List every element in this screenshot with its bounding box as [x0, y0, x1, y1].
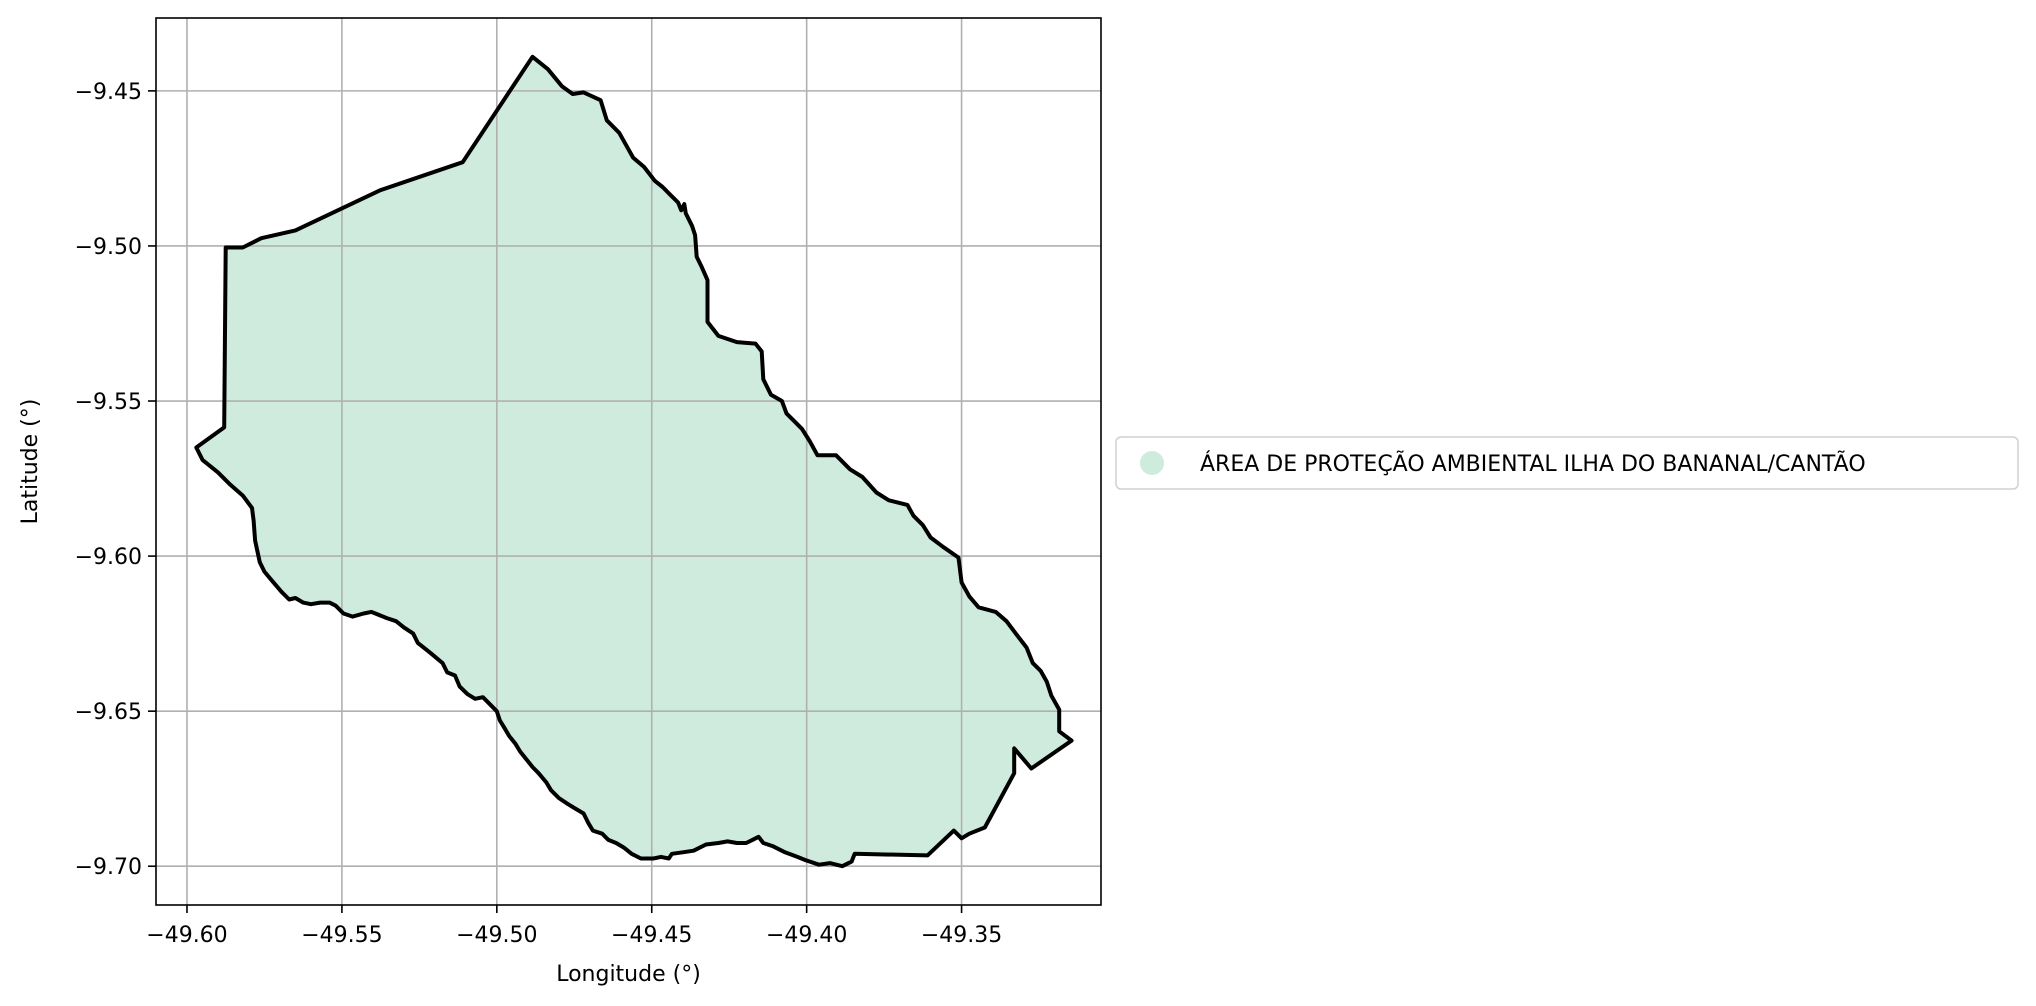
y-tick-label: −9.70	[75, 855, 142, 880]
y-tick-label: −9.60	[75, 545, 142, 570]
x-tick-label: −49.60	[146, 923, 227, 948]
protected-area-polygon	[196, 56, 1072, 867]
protected-area-boundary	[194, 54, 1074, 869]
x-tick-label: −49.50	[456, 923, 537, 948]
plot-area	[155, 17, 1102, 906]
x-axis-label: Longitude (°)	[556, 962, 701, 987]
legend-box	[1115, 436, 2019, 490]
x-tick-label: −49.45	[611, 923, 692, 948]
y-tick-label: −9.65	[75, 700, 142, 725]
y-tick-label: −9.45	[75, 80, 142, 105]
x-tick-label: −49.35	[921, 923, 1002, 948]
legend: ÁREA DE PROTEÇÃO AMBIENTAL ILHA DO BANAN…	[1115, 436, 2019, 490]
axes-frame	[155, 17, 1102, 906]
legend-label: ÁREA DE PROTEÇÃO AMBIENTAL ILHA DO BANAN…	[1200, 450, 1866, 477]
y-tick-label: −9.50	[75, 235, 142, 260]
y-axis-label: Latitude (°)	[18, 399, 43, 525]
y-axis-ticks: −9.45 −9.50 −9.55 −9.60 −9.65 −9.70	[75, 80, 156, 880]
grid-lines	[156, 18, 1101, 905]
y-tick-label: −9.55	[75, 390, 142, 415]
x-tick-label: −49.40	[766, 923, 847, 948]
x-axis-ticks: −49.60 −49.55 −49.50 −49.45 −49.40 −49.35	[146, 905, 1002, 948]
legend-marker	[1140, 451, 1164, 475]
x-tick-label: −49.55	[301, 923, 382, 948]
